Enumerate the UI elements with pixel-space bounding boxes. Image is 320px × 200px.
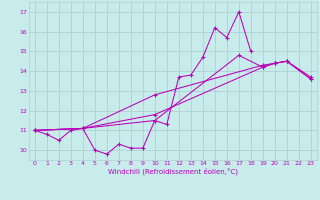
X-axis label: Windchill (Refroidissement éolien,°C): Windchill (Refroidissement éolien,°C) (108, 168, 238, 175)
